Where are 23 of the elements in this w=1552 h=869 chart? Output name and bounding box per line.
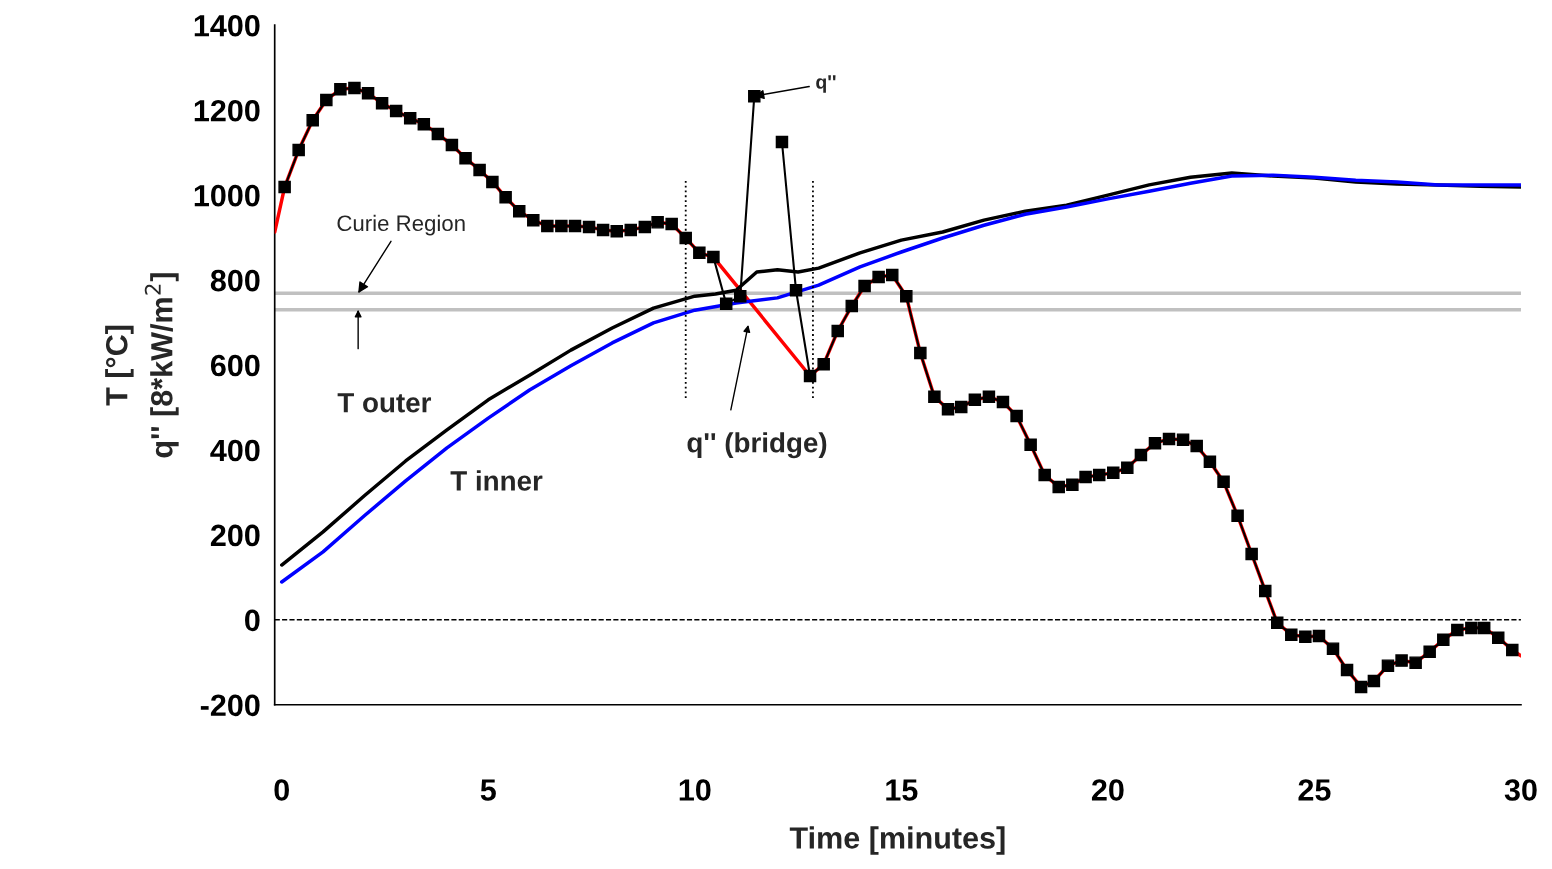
y-tick-label: 1200 [194, 99, 260, 122]
annotation: T inner [450, 470, 543, 491]
y-tick-label: 800 [210, 269, 260, 292]
y-tick-label: 0 [245, 609, 260, 632]
y-tick-label: 1000 [194, 184, 260, 207]
x-tick-label: 10 [679, 779, 711, 801]
y-tick-label: -200 [200, 694, 260, 717]
x-tick-label: 20 [1091, 779, 1124, 801]
y-tick-label: 600 [210, 354, 260, 377]
annotation: T outer [337, 393, 432, 413]
x-tick-label: 25 [1298, 779, 1331, 801]
y-tick-label: 400 [210, 439, 260, 462]
annotation: q'' (bridge) [687, 432, 827, 459]
y-axis-title: T [°C] q'' [8*kW/m$^{2}$] [105, 273, 179, 458]
x-tick-label: 15 [886, 779, 918, 801]
y-tick-label: 200 [210, 524, 260, 547]
y-tick-label: 1400 [194, 14, 260, 37]
x-tick-label: 5 [480, 779, 496, 801]
x-axis-title: Time [minutes] [789, 826, 1005, 855]
annotation: q'' [816, 75, 836, 93]
x-tick-label: 0 [274, 779, 289, 801]
annotation: Curie Region [337, 214, 465, 236]
x-tick-label: 30 [1504, 779, 1537, 801]
